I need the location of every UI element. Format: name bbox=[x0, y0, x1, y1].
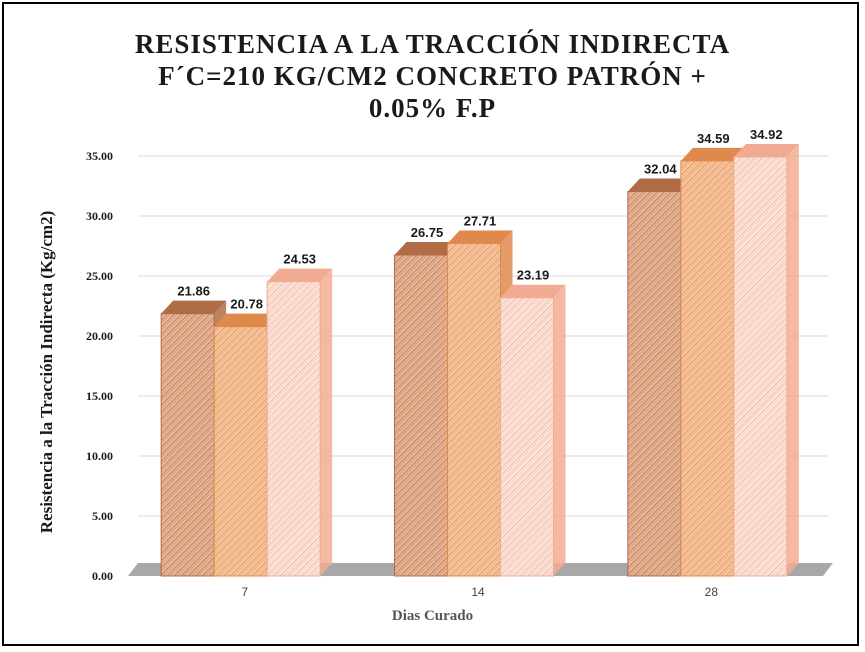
bar-front bbox=[500, 297, 554, 577]
bar-front bbox=[213, 326, 268, 577]
data-label: 32.04 bbox=[644, 162, 677, 177]
bar-top bbox=[214, 313, 280, 327]
bar-front bbox=[680, 160, 735, 577]
bar-top bbox=[161, 300, 227, 314]
bar-side bbox=[553, 284, 566, 576]
bar-top bbox=[447, 230, 513, 244]
bar-front bbox=[160, 313, 215, 577]
bar bbox=[500, 284, 566, 577]
data-label: 34.92 bbox=[750, 127, 783, 142]
bar-side bbox=[786, 143, 799, 576]
bar-top bbox=[680, 147, 746, 161]
bar-front bbox=[733, 156, 788, 577]
y-tick-label: 5.00 bbox=[92, 509, 113, 523]
chart-title: RESISTENCIA A LA TRACCIÓN INDIRECTA F´C=… bbox=[0, 28, 865, 124]
bar bbox=[733, 143, 799, 577]
y-tick-label: 30.00 bbox=[86, 209, 113, 223]
data-label: 20.78 bbox=[230, 297, 263, 312]
y-tick-label: 20.00 bbox=[86, 329, 113, 343]
data-label: 27.71 bbox=[464, 213, 497, 228]
y-tick-label: 0.00 bbox=[92, 569, 113, 583]
y-tick-label: 35.00 bbox=[86, 149, 113, 163]
bar-top bbox=[733, 143, 799, 157]
bar-front bbox=[447, 242, 501, 577]
data-label: 26.75 bbox=[411, 225, 444, 240]
bar-top bbox=[627, 178, 693, 192]
bar-front bbox=[394, 254, 448, 577]
bar-top bbox=[500, 284, 566, 298]
x-tick-label: 7 bbox=[241, 585, 248, 599]
title-line-3: 0.05% F.P bbox=[368, 93, 497, 123]
bar-top bbox=[394, 242, 460, 255]
bar-top bbox=[267, 268, 333, 282]
data-label: 23.19 bbox=[517, 268, 550, 283]
y-tick-label: 25.00 bbox=[86, 269, 113, 283]
title-line-1: RESISTENCIA A LA TRACCIÓN INDIRECTA bbox=[134, 29, 731, 59]
title-line-2: F´C=210 KG/CM2 CONCRETO PATRÓN + bbox=[158, 61, 707, 91]
x-axis-label: Dias Curado bbox=[391, 608, 474, 624]
y-tick-label: 10.00 bbox=[86, 449, 113, 463]
bar-side bbox=[320, 268, 333, 576]
data-label: 21.86 bbox=[177, 284, 210, 299]
data-label: 24.53 bbox=[283, 252, 316, 267]
x-tick-label: 14 bbox=[471, 585, 485, 599]
x-tick-label: 28 bbox=[705, 585, 719, 599]
data-label: 34.59 bbox=[697, 131, 730, 146]
bar-front bbox=[627, 191, 682, 577]
bar bbox=[266, 268, 333, 577]
y-tick-label: 15.00 bbox=[86, 389, 113, 403]
bar-front bbox=[266, 281, 321, 577]
